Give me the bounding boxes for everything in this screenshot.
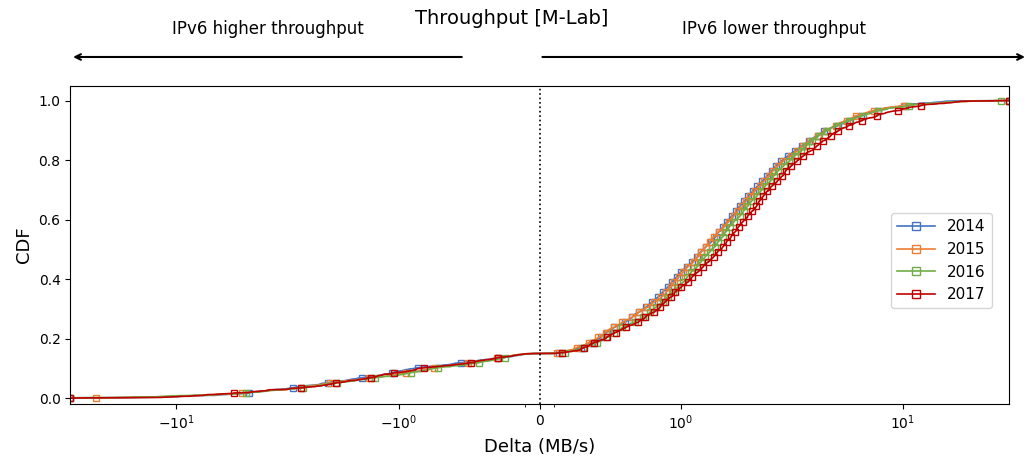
- Text: Throughput [M-Lab]: Throughput [M-Lab]: [416, 9, 608, 28]
- X-axis label: Delta (MB/s): Delta (MB/s): [484, 438, 595, 456]
- Text: IPv6 higher throughput: IPv6 higher throughput: [172, 20, 364, 38]
- Legend: 2014, 2015, 2016, 2017: 2014, 2015, 2016, 2017: [891, 213, 992, 309]
- Y-axis label: CDF: CDF: [15, 227, 33, 263]
- Text: IPv6 lower throughput: IPv6 lower throughput: [682, 20, 866, 38]
